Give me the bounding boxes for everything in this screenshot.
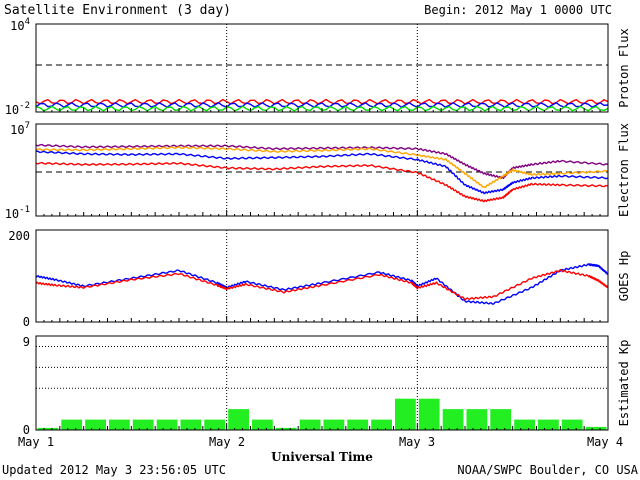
begin-label: Begin: 2012 May 1 0000 UTC (424, 3, 612, 17)
series-line (35, 161, 609, 203)
xtick-may-2: May 2 (209, 435, 245, 449)
kp-bar (252, 419, 273, 430)
kp-bar (109, 419, 130, 430)
electron-flux-ylabel: Electron Flux (617, 123, 631, 217)
kp-bar (466, 409, 488, 430)
kp-bar (585, 426, 607, 430)
kp-bar (61, 419, 83, 430)
kp-ylabel: Estimated Kp (617, 340, 631, 427)
kp-bar (442, 409, 464, 430)
series-line (35, 263, 609, 305)
xtick-may-1: May 1 (18, 435, 54, 449)
proton-ytick-top: 104 (10, 17, 30, 33)
kp-bar (37, 427, 59, 430)
kp-bar (275, 427, 297, 430)
series-line (35, 150, 609, 195)
kp-bar (490, 409, 512, 430)
proton-flux-ylabel: Proton Flux (617, 28, 631, 107)
goes-hp-ylabel: GOES Hp (617, 251, 631, 302)
updated-timestamp: Updated 2012 May 3 23:56:05 UTC (2, 463, 226, 477)
kp-panel: 9 0 Estimated Kp (23, 335, 631, 437)
kp-bar (418, 398, 440, 430)
kp-bar (156, 419, 178, 430)
series-line (35, 102, 609, 108)
kp-bar (180, 419, 202, 430)
kp-bar (561, 419, 583, 430)
kp-bar (132, 419, 154, 430)
kp-bar (299, 419, 321, 430)
proton-ytick-bottom: 10-2 (5, 101, 30, 117)
goes-hp-frame (35, 229, 609, 323)
kp-frame (35, 335, 609, 431)
kp-bar (395, 398, 416, 430)
xtick-may-4: May 4 (587, 435, 623, 449)
x-axis-label: Universal Time (271, 450, 373, 464)
kp-bar (228, 409, 249, 430)
kp-bar (347, 419, 369, 430)
goes-ytick-top: 200 (8, 229, 30, 243)
kp-bar (323, 419, 345, 430)
kp-bar (204, 419, 226, 430)
kp-bar (514, 419, 535, 430)
electron-ytick-bottom: 10-1 (5, 205, 30, 221)
proton-flux-panel: 104 10-2 Proton Flux (5, 17, 631, 117)
goes-hp-panel: 200 0 GOES Hp (8, 229, 631, 329)
kp-bar (538, 419, 559, 430)
credit-label: NOAA/SWPC Boulder, CO USA (457, 463, 638, 477)
electron-flux-frame (35, 123, 609, 217)
kp-ytick-top: 9 (23, 335, 30, 349)
electron-ytick-top: 107 (10, 121, 30, 137)
electron-flux-panel: 107 10-1 Electron Flux (5, 121, 631, 221)
goes-ytick-bottom: 0 (23, 315, 30, 329)
proton-flux-frame (35, 23, 609, 113)
series-line (35, 146, 609, 189)
series-line (35, 269, 609, 301)
xtick-may-3: May 3 (399, 435, 435, 449)
kp-ytick-bottom: 0 (23, 423, 30, 437)
chart-title: Satellite Environment (3 day) (4, 3, 231, 18)
kp-bar (371, 419, 392, 430)
kp-bar (85, 419, 106, 430)
